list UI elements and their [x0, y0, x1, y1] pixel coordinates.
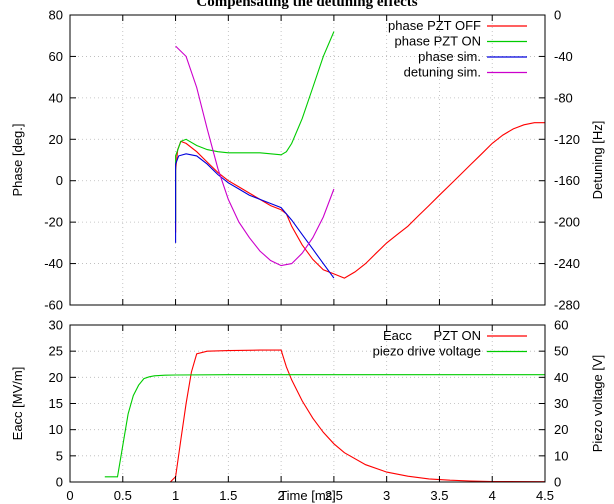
y-tick-label: 25 — [49, 344, 63, 359]
y2-tick-label: 60 — [554, 318, 568, 333]
y2-tick-label: 20 — [554, 422, 568, 437]
legend-label-1: piezo drive voltage — [373, 344, 481, 359]
x-tick-label: 4.5 — [536, 488, 554, 503]
y2-tick-label: 0 — [554, 475, 561, 490]
x-tick-label: 0.5 — [114, 488, 132, 503]
y-tick-label: 60 — [49, 49, 63, 64]
legend-label-3: detuning sim. — [404, 65, 481, 80]
y-tick-label: 0 — [56, 173, 63, 188]
series-layer — [70, 349, 546, 483]
legend-label-1: phase PZT ON — [395, 34, 481, 49]
y2-tick-label: 0 — [554, 8, 561, 23]
y-tick-label: 40 — [49, 90, 63, 105]
x-axis-label: Time [ms] — [279, 488, 336, 503]
series-line-3 — [175, 45, 335, 267]
y-tick-label: 80 — [49, 8, 63, 23]
x-tick-label: 1 — [172, 488, 179, 503]
y2-axis-label: Detuning [Hz] — [590, 121, 605, 200]
axis-ticks: 0 5 10 15 20 25 30 0 10 20 30 40 50 60 0 0.5 1 1.5 2 2.5 3 3.… — [49, 318, 569, 504]
y-tick-label: 15 — [49, 396, 63, 411]
x-tick-label: 0 — [66, 488, 73, 503]
y-tick-label: 20 — [49, 370, 63, 385]
y2-tick-label: 50 — [554, 344, 568, 359]
series-line-1 — [104, 374, 545, 478]
phase-detuning-chart: -60-40-20020406080-280-240-200-160-120-8… — [10, 8, 605, 313]
y2-tick-label: -280 — [554, 298, 580, 313]
series-line-1 — [175, 31, 335, 223]
x-tick-label: 2.5 — [325, 488, 343, 503]
y2-tick-label: -160 — [554, 173, 580, 188]
legend-label-2: phase sim. — [418, 49, 481, 64]
y-axis-label: Eacc [MV/m] — [10, 367, 25, 441]
x-tick-label: 3 — [383, 488, 390, 503]
series-line-0 — [70, 349, 546, 483]
eacc-piezo-chart: 0 5 10 15 20 25 30 0 10 20 30 40 50 60 0 0.5 1 1.5 2 2.5 3 3.… — [10, 318, 605, 504]
legend-label-0: Eacc PZT ON — [383, 328, 481, 343]
y-tick-label: -20 — [44, 215, 63, 230]
y2-tick-label: -40 — [554, 49, 573, 64]
y-tick-label: 30 — [49, 318, 63, 333]
figure-caption: Compensating the detuning effects — [196, 0, 418, 10]
y2-tick-label: -240 — [554, 256, 580, 271]
series-line-2 — [175, 153, 335, 279]
y2-tick-label: 10 — [554, 448, 568, 463]
y2-tick-label: -120 — [554, 132, 580, 147]
y-tick-label: 20 — [49, 132, 63, 147]
y2-tick-label: 30 — [554, 396, 568, 411]
x-tick-label: 1.5 — [219, 488, 237, 503]
y2-tick-label: -80 — [554, 90, 573, 105]
x-tick-label: 4 — [489, 488, 496, 503]
series-layer — [175, 31, 545, 279]
y-tick-label: 5 — [56, 448, 63, 463]
y2-tick-label: -200 — [554, 215, 580, 230]
x-tick-label: 2 — [277, 488, 284, 503]
series-line-0 — [175, 122, 545, 279]
y2-axis-label: Piezo voltage [V] — [590, 355, 605, 453]
y-axis-label: Phase [deg.] — [10, 124, 25, 197]
y-tick-label: -60 — [44, 298, 63, 313]
y-tick-label: 10 — [49, 422, 63, 437]
y-tick-label: 0 — [56, 475, 63, 490]
legend-label-0: phase PZT OFF — [388, 18, 481, 33]
x-tick-label: 3.5 — [430, 488, 448, 503]
plot-frame — [69, 14, 546, 306]
axis-ticks: -60-40-20020406080-280-240-200-160-120-8… — [44, 8, 580, 313]
y-tick-label: -40 — [44, 256, 63, 271]
y2-tick-label: 40 — [554, 370, 568, 385]
